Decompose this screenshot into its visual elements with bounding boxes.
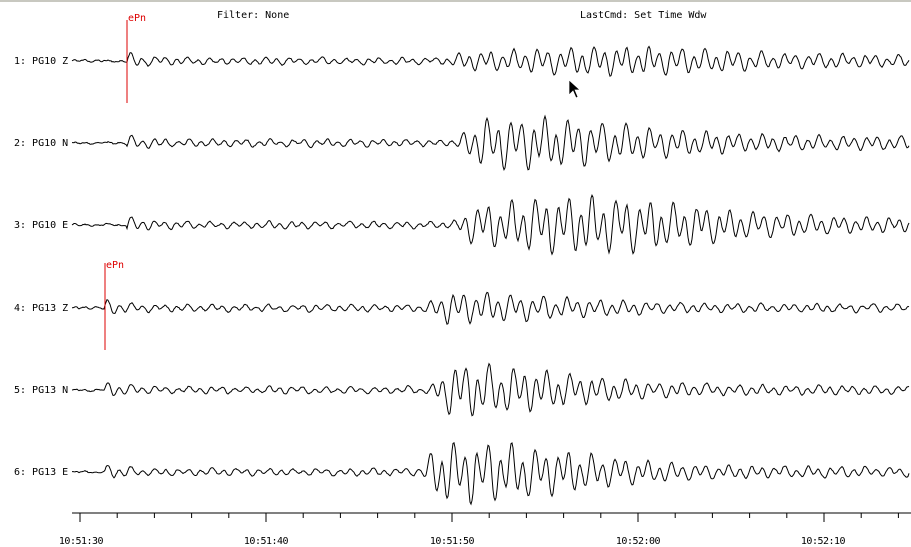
last-command-status: LastCmd: Set Time Wdw — [580, 10, 707, 21]
mouse-cursor-icon — [568, 79, 581, 99]
time-tick-label: 10:52:10 — [800, 536, 846, 547]
trace-label-2[interactable]: 2: PG10 N — [14, 138, 69, 149]
waveform-trace-2[interactable] — [72, 114, 910, 172]
pick-label-trace-1: ePn — [128, 13, 147, 24]
trace-label-1[interactable]: 1: PG10 Z — [14, 56, 69, 67]
time-tick-label: 10:51:40 — [243, 536, 289, 547]
waveform-trace-5[interactable] — [71, 362, 910, 417]
waveform-trace-4[interactable] — [72, 291, 910, 325]
window-top-border — [0, 0, 911, 2]
pick-label-trace-4: ePn — [106, 260, 125, 271]
filter-status: Filter: None — [217, 10, 290, 21]
time-tick-label: 10:52:00 — [615, 536, 661, 547]
trace-label-3[interactable]: 3: PG10 E — [14, 220, 69, 231]
waveform-trace-3[interactable] — [71, 194, 910, 256]
trace-label-5[interactable]: 5: PG13 N — [14, 385, 69, 396]
waveform-trace-1[interactable] — [71, 45, 910, 77]
time-tick-label: 10:51:50 — [429, 536, 475, 547]
time-tick-label: 10:51:30 — [58, 536, 104, 547]
waveform-trace-6[interactable] — [72, 442, 910, 506]
trace-label-6[interactable]: 6: PG13 E — [14, 467, 69, 478]
trace-label-4[interactable]: 4: PG13 Z — [14, 303, 69, 314]
